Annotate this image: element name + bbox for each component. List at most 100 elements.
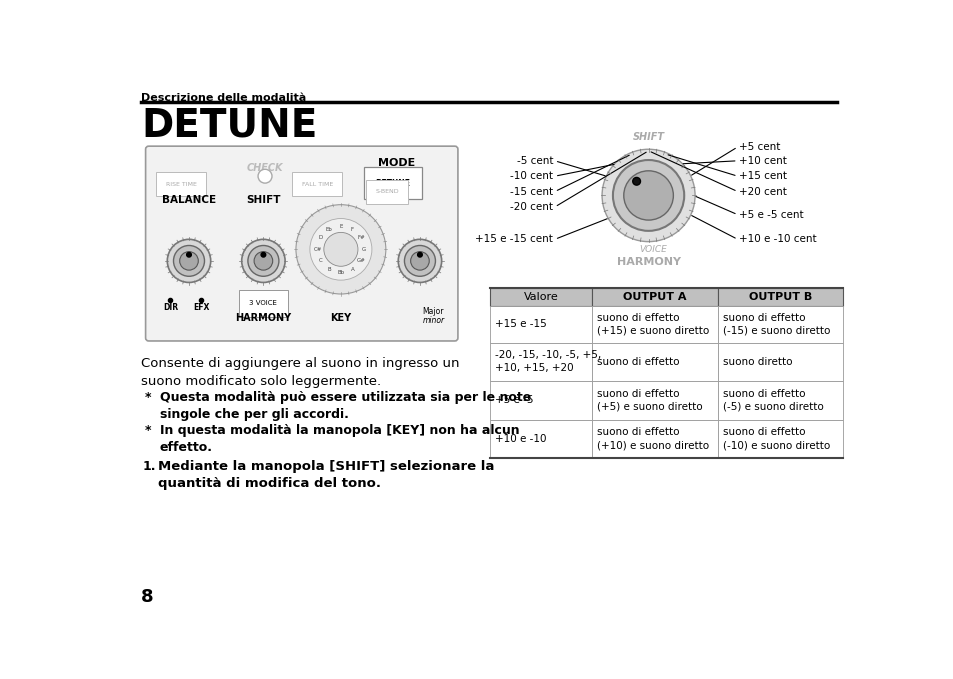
Circle shape (253, 252, 273, 270)
Text: suono di effetto
(+10) e suono diretto: suono di effetto (+10) e suono diretto (597, 427, 709, 450)
Text: +10 e -10: +10 e -10 (495, 434, 546, 444)
Bar (489, 288, 592, 306)
Circle shape (167, 239, 211, 282)
Text: suono di effetto
(+5) e suono diretto: suono di effetto (+5) e suono diretto (597, 389, 702, 411)
Text: +15 e -15: +15 e -15 (495, 319, 546, 329)
Text: Consente di aggiungere al suono in ingresso un
suono modificato solo leggermente: Consente di aggiungere al suono in ingre… (141, 357, 459, 388)
Text: In questa modalità la manopola [KEY] non ha alcun
effetto.: In questa modalità la manopola [KEY] non… (159, 424, 518, 454)
Text: -20, -15, -10, -5, +5,
+10, +15, +20: -20, -15, -10, -5, +5, +10, +15, +20 (495, 350, 600, 373)
Circle shape (417, 253, 422, 257)
Text: +15 cent: +15 cent (739, 171, 786, 181)
Text: DIR: DIR (163, 304, 178, 312)
Text: A: A (351, 267, 354, 272)
Circle shape (248, 246, 278, 276)
Text: D: D (318, 236, 322, 240)
Circle shape (187, 253, 192, 257)
Bar (592, 381, 717, 420)
Bar (489, 342, 592, 381)
Text: suono di effetto
(-10) e suono diretto: suono di effetto (-10) e suono diretto (722, 427, 829, 450)
Bar (592, 342, 717, 381)
Text: DETUNE: DETUNE (375, 179, 410, 187)
Text: -20 cent: -20 cent (510, 202, 553, 212)
Text: C: C (318, 259, 322, 263)
Circle shape (601, 149, 695, 242)
Bar (592, 306, 717, 342)
Text: Valore: Valore (523, 292, 558, 302)
Circle shape (397, 239, 441, 282)
Text: B: B (327, 267, 331, 272)
Text: SHIFT: SHIFT (632, 132, 664, 141)
Text: suono di effetto
(+15) e suono diretto: suono di effetto (+15) e suono diretto (597, 313, 709, 336)
Text: G: G (361, 247, 366, 252)
Circle shape (173, 246, 204, 276)
Text: +10 cent: +10 cent (739, 155, 786, 166)
Text: +20 cent: +20 cent (739, 187, 786, 197)
Text: suono diretto: suono diretto (722, 356, 792, 367)
Text: *: * (145, 391, 152, 404)
Text: +15 e -15 cent: +15 e -15 cent (475, 234, 553, 244)
Text: +5 cent: +5 cent (739, 142, 780, 152)
Text: SHIFT: SHIFT (246, 196, 280, 206)
Text: Mediante la manopola [SHIFT] selezionare la
quantità di modifica del tono.: Mediante la manopola [SHIFT] selezionare… (158, 460, 494, 490)
Text: +5 e -5: +5 e -5 (495, 395, 533, 405)
Text: suono di effetto: suono di effetto (597, 356, 679, 367)
Text: Questa modalità può essere utilizzata sia per le note
singole che per gli accord: Questa modalità può essere utilizzata si… (159, 391, 530, 421)
Bar (717, 381, 842, 420)
Circle shape (241, 239, 285, 282)
Circle shape (404, 246, 435, 276)
Bar (489, 306, 592, 342)
Text: 3 VOICE: 3 VOICE (249, 300, 277, 306)
Text: suono di effetto
(-5) e suono diretto: suono di effetto (-5) e suono diretto (722, 389, 822, 411)
Bar (489, 420, 592, 458)
Text: PITCH SHIFTER: PITCH SHIFTER (374, 168, 419, 172)
Text: KEY: KEY (330, 313, 351, 323)
Text: CHECK: CHECK (247, 163, 283, 173)
Text: MODE: MODE (377, 158, 415, 168)
Circle shape (310, 219, 372, 280)
Circle shape (261, 253, 266, 257)
Text: *: * (145, 424, 152, 437)
Text: VOICE: VOICE (639, 244, 666, 254)
Text: Bb: Bb (337, 270, 344, 275)
Circle shape (179, 252, 198, 270)
Text: OUTPUT B: OUTPUT B (748, 292, 811, 302)
Text: -5 cent: -5 cent (517, 155, 553, 166)
Bar (717, 420, 842, 458)
Bar (717, 306, 842, 342)
Bar (489, 381, 592, 420)
Bar (592, 420, 717, 458)
Text: minor: minor (422, 316, 444, 325)
Text: RISE TIME: RISE TIME (166, 181, 196, 187)
Text: C#: C# (314, 247, 321, 252)
Text: S-BEND: S-BEND (375, 189, 398, 194)
Text: 1.: 1. (142, 460, 156, 473)
Bar (592, 288, 717, 306)
Text: -10 cent: -10 cent (510, 171, 553, 181)
Text: Eb: Eb (326, 227, 333, 232)
Circle shape (257, 169, 272, 183)
Text: FALL TIME: FALL TIME (301, 181, 333, 187)
Circle shape (612, 160, 683, 231)
Text: F: F (351, 227, 354, 232)
Text: BALANCE: BALANCE (162, 196, 215, 206)
Bar (717, 288, 842, 306)
Text: suono di effetto
(-15) e suono diretto: suono di effetto (-15) e suono diretto (722, 313, 829, 336)
Text: -15 cent: -15 cent (510, 187, 553, 197)
Text: HARMONY: HARMONY (235, 313, 292, 323)
Bar (717, 342, 842, 381)
Text: G#: G# (356, 259, 365, 263)
Circle shape (295, 204, 385, 294)
Text: HARMONY: HARMONY (616, 257, 679, 267)
Circle shape (623, 171, 673, 220)
Text: Major: Major (422, 307, 443, 316)
Text: OUTPUT A: OUTPUT A (622, 292, 686, 302)
Text: +10 e -10 cent: +10 e -10 cent (739, 234, 816, 244)
Circle shape (410, 252, 429, 270)
Text: 8: 8 (141, 588, 153, 606)
FancyBboxPatch shape (146, 146, 457, 341)
Text: Descrizione delle modalità: Descrizione delle modalità (141, 93, 306, 103)
Text: F#: F# (356, 236, 365, 240)
Text: DETUNE: DETUNE (141, 106, 317, 144)
Circle shape (632, 177, 639, 185)
Text: E: E (339, 224, 342, 229)
